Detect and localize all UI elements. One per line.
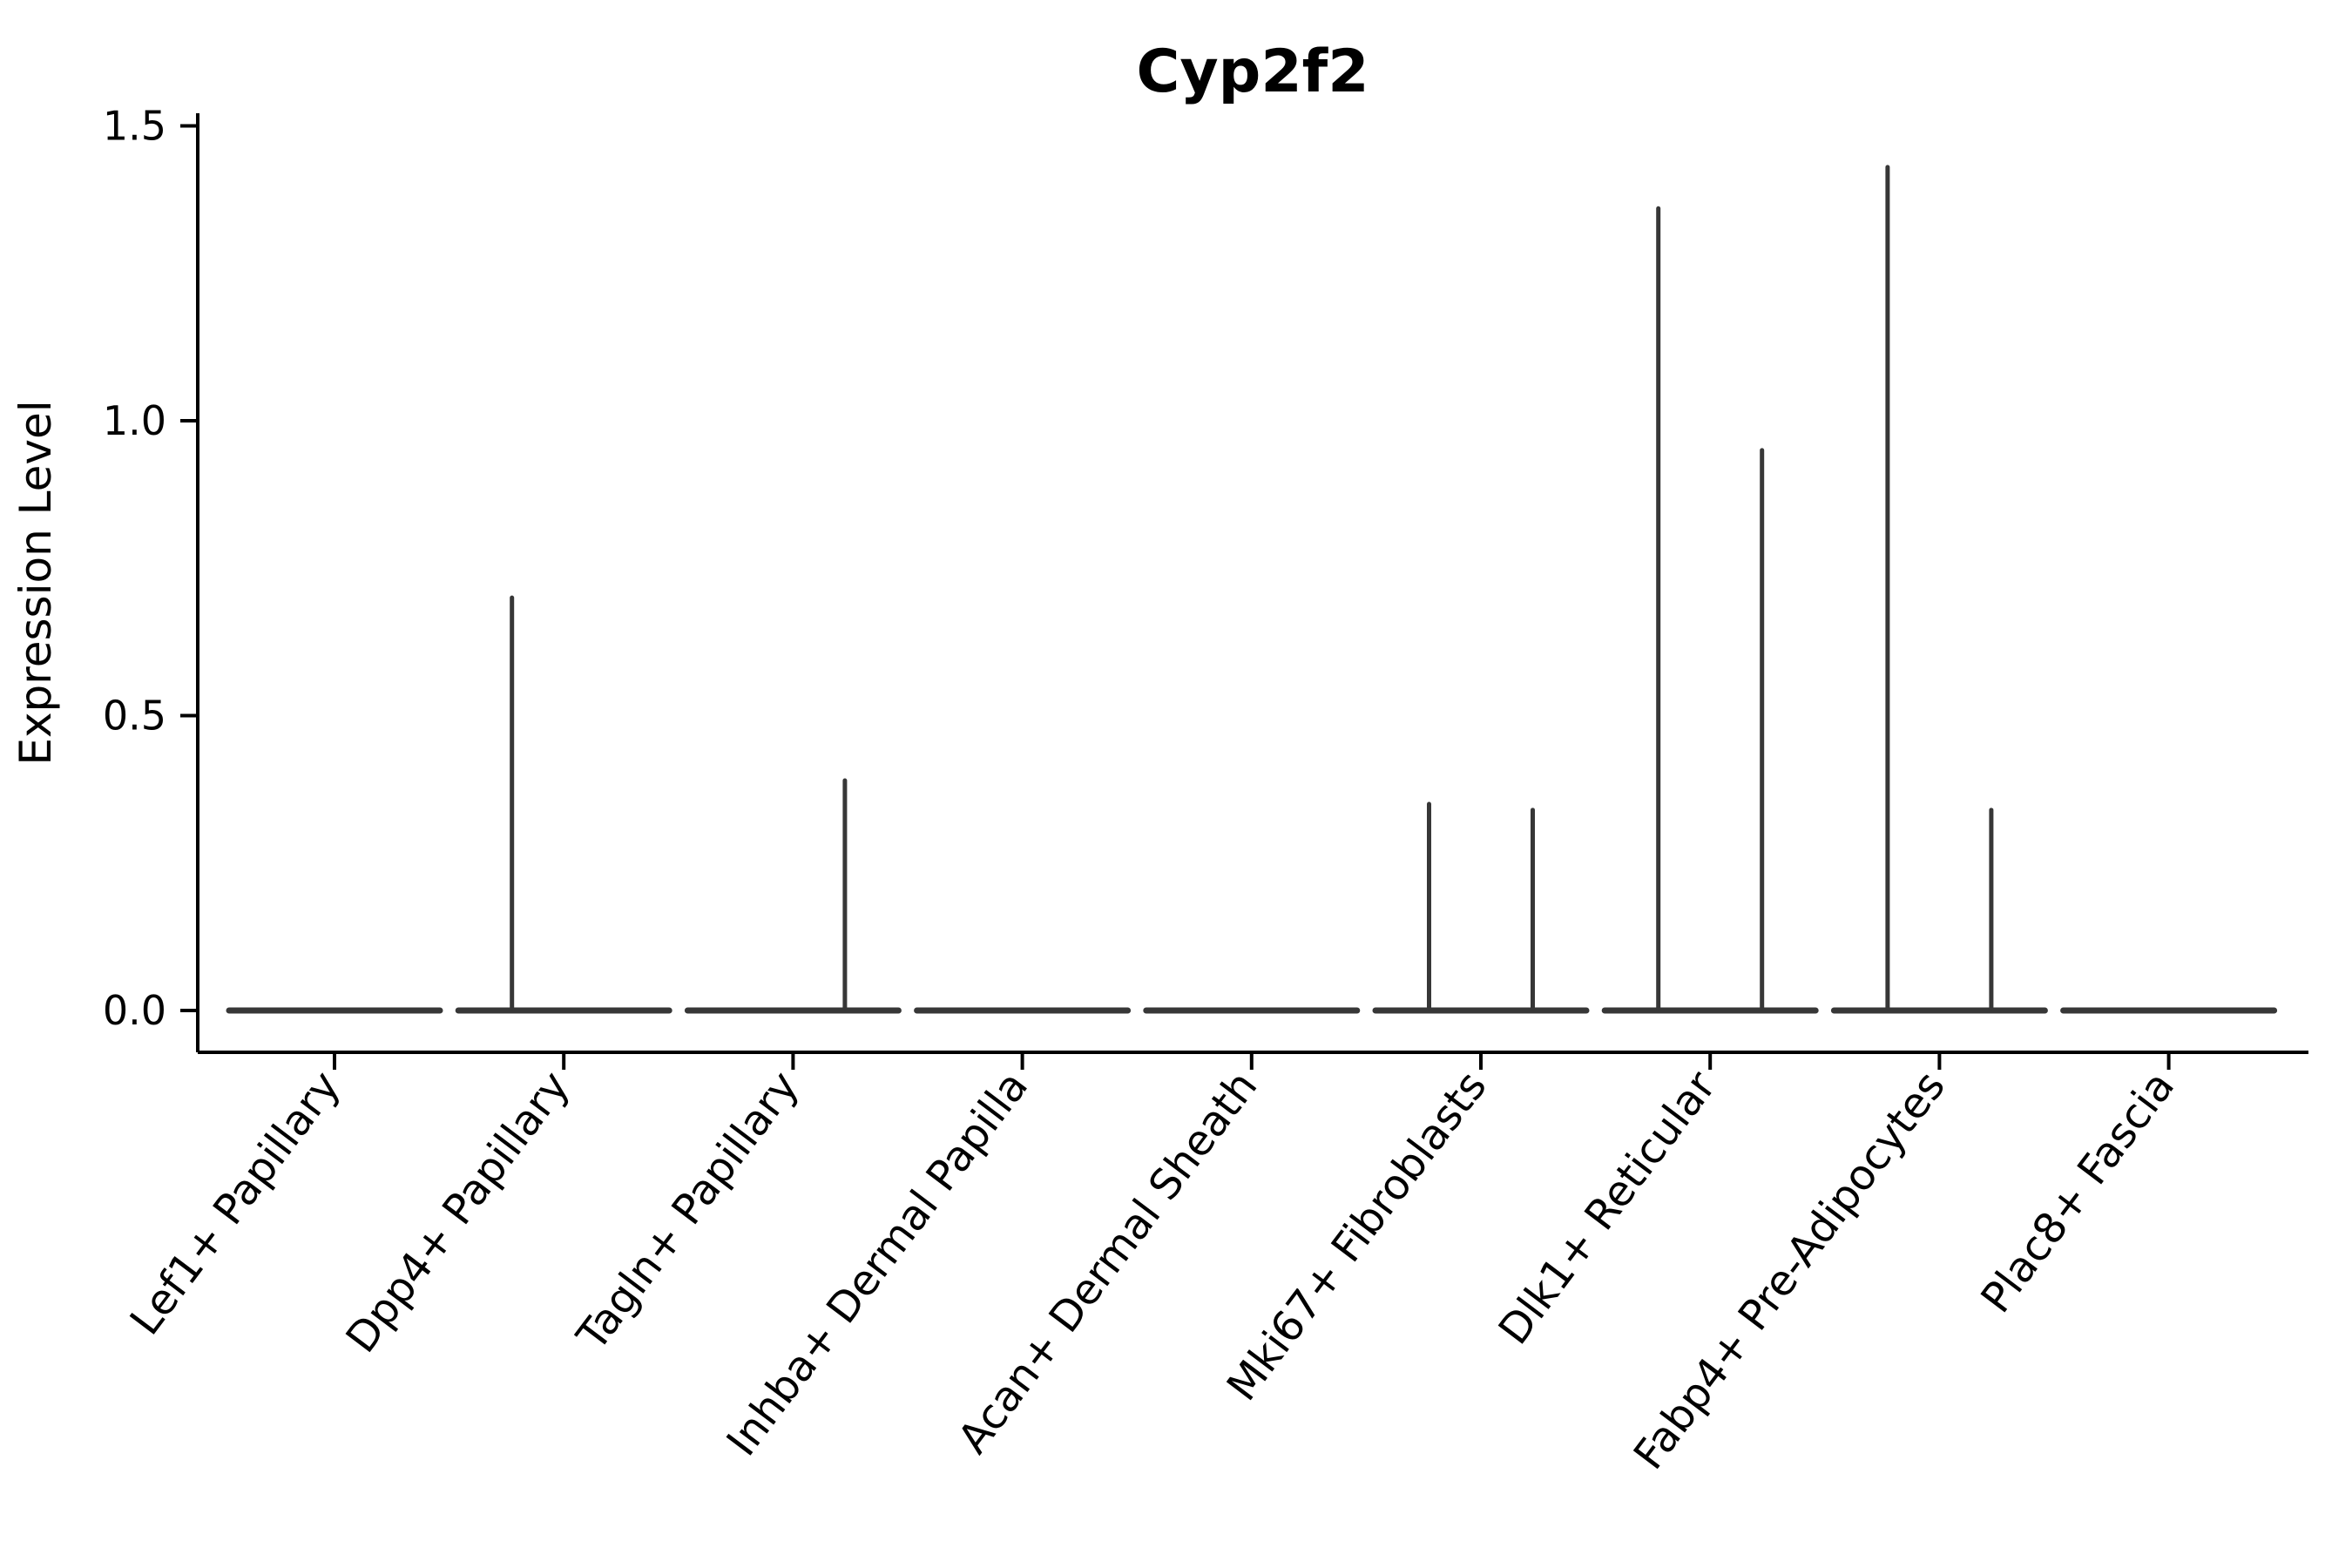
x-tick-label: Lef1+ Papillary: [121, 1063, 350, 1344]
y-axis-label: Expression Level: [10, 400, 61, 765]
y-tick-label: 0.5: [103, 693, 166, 740]
x-tick-label: Dpp4+ Papillary: [336, 1063, 578, 1362]
violin-layer: [226, 165, 2278, 1014]
x-tick-label: Plac8+ Fascia: [1971, 1063, 2184, 1322]
y-tick-label: 1.0: [103, 397, 166, 444]
chart-title: Cyp2f2: [1136, 37, 1369, 106]
x-tick-label: Mki67+ Fibroblasts: [1218, 1063, 1497, 1410]
axes-layer: [180, 113, 2308, 1070]
y-tick-label: 1.5: [103, 103, 166, 150]
x-tick-label: Dlk1+ Reticular: [1490, 1062, 1726, 1353]
x-tick-label: Tagln+ Papillary: [567, 1063, 808, 1361]
y-tick-label: 0.0: [103, 987, 166, 1034]
